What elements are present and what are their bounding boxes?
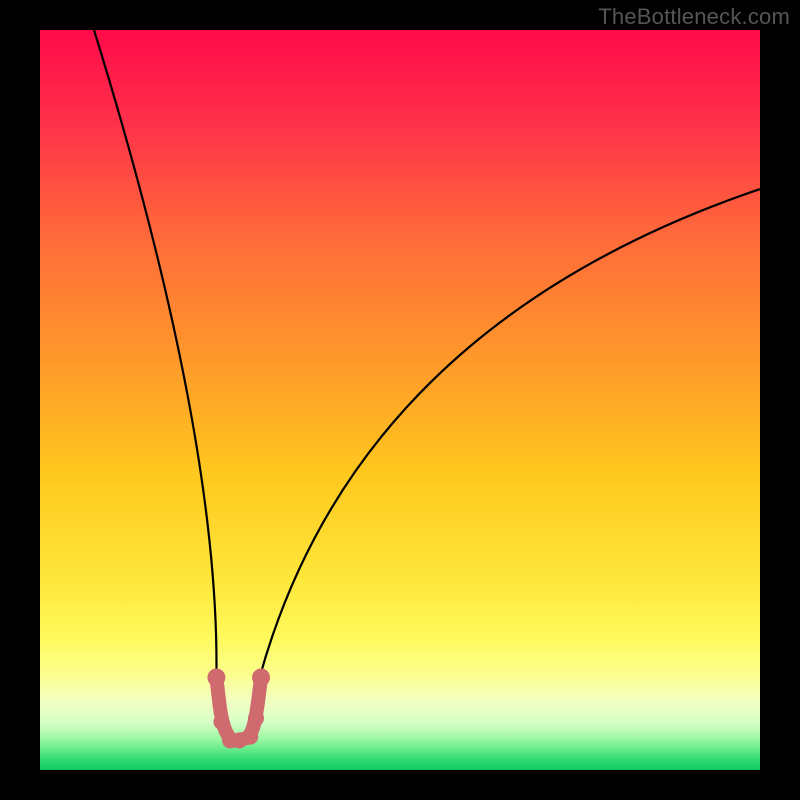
marker-dot xyxy=(207,669,225,687)
marker-dot xyxy=(242,729,258,745)
plot-background xyxy=(40,30,760,770)
watermark-text: TheBottleneck.com xyxy=(598,4,790,30)
marker-dot xyxy=(248,710,264,726)
marker-dot xyxy=(252,669,270,687)
marker-dot xyxy=(213,714,229,730)
stage: TheBottleneck.com xyxy=(0,0,800,800)
chart-svg xyxy=(0,0,800,800)
